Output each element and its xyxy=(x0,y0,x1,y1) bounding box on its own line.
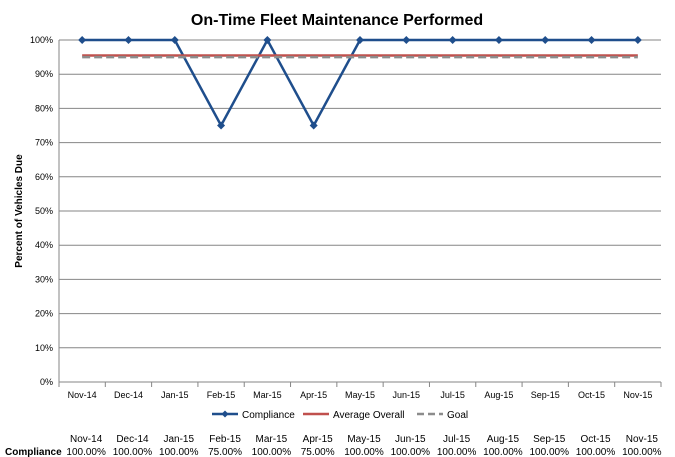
compliance-point xyxy=(448,36,457,44)
x-tick-label: Apr-15 xyxy=(300,390,327,400)
table-header-cell: Oct-15 xyxy=(581,434,611,445)
x-tick-label: Oct-15 xyxy=(578,390,605,400)
table-value-cell: 100.00% xyxy=(391,447,431,457)
table-header-cell: Apr-15 xyxy=(303,434,333,445)
x-tick-label: Mar-15 xyxy=(253,390,282,400)
compliance-point xyxy=(541,36,550,44)
x-tick-label: Jul-15 xyxy=(440,390,465,400)
table-value-cell: 100.00% xyxy=(159,447,199,457)
y-tick-label: 40% xyxy=(35,240,53,250)
compliance-point xyxy=(633,36,642,44)
chart-title: On-Time Fleet Maintenance Performed xyxy=(191,12,483,29)
x-tick-label: Jan-15 xyxy=(161,390,189,400)
table-value-cell: 100.00% xyxy=(529,447,569,457)
table-value-cell: 100.00% xyxy=(622,447,662,457)
y-tick-label: 20% xyxy=(35,309,53,319)
x-tick-label: May-15 xyxy=(345,390,375,400)
table-value-cell: 100.00% xyxy=(483,447,523,457)
table-value-cell: 75.00% xyxy=(208,447,242,457)
legend-label-compliance: Compliance xyxy=(242,410,295,421)
table-header-cell: Jan-15 xyxy=(163,434,194,445)
table-header-cell: Jul-15 xyxy=(443,434,471,445)
legend-label-average-overall: Average Overall xyxy=(333,410,405,421)
y-tick-label: 50% xyxy=(35,206,53,216)
legend-label-goal: Goal xyxy=(447,410,468,421)
x-tick-label: Jun-15 xyxy=(393,390,421,400)
compliance-point xyxy=(170,36,179,44)
compliance-point xyxy=(356,36,364,44)
y-tick-label: 100% xyxy=(30,35,53,45)
legend-marker-compliance xyxy=(221,410,229,418)
y-tick-label: 30% xyxy=(35,274,53,284)
x-tick-label: Feb-15 xyxy=(207,390,236,400)
compliance-point xyxy=(124,36,133,44)
y-axis-label: Percent of Vehicles Due xyxy=(14,154,25,268)
table-header-cell: May-15 xyxy=(347,434,381,445)
y-tick-label: 70% xyxy=(35,138,53,148)
y-tick-label: 60% xyxy=(35,172,53,182)
table-value-cell: 100.00% xyxy=(437,447,477,457)
y-tick-label: 90% xyxy=(35,69,53,79)
table-header-cell: Sep-15 xyxy=(533,434,566,445)
table-header-cell: Mar-15 xyxy=(256,434,288,445)
table-header-cell: Jun-15 xyxy=(395,434,426,445)
table-value-cell: 100.00% xyxy=(113,447,153,457)
x-tick-label: Sep-15 xyxy=(531,390,560,400)
data-table: Compliance Nov-14 Dec-14 Jan-15 Feb-15 Mar-15… xyxy=(5,434,662,457)
table-value-cell: 100.00% xyxy=(66,447,106,457)
plot-area: 0% 10% 20% 30% 40% 50% 60% 70% 80% 90% 100% Nov-14 D… xyxy=(30,35,662,400)
y-tick-label: 0% xyxy=(40,377,53,387)
y-tick-label: 10% xyxy=(35,343,53,353)
compliance-point xyxy=(587,36,596,44)
compliance-point xyxy=(494,36,503,44)
table-value-cell: 100.00% xyxy=(252,447,292,457)
compliance-series-line xyxy=(82,37,638,129)
compliance-point xyxy=(402,36,411,44)
table-row-label: Compliance xyxy=(5,447,62,457)
table-value-cell: 100.00% xyxy=(344,447,384,457)
table-value-cell: 100.00% xyxy=(576,447,616,457)
compliance-point xyxy=(263,36,272,44)
x-tick-label: Nov-15 xyxy=(623,390,652,400)
table-header-cell: Nov-15 xyxy=(626,434,659,445)
table-header-cell: Nov-14 xyxy=(70,434,103,445)
compliance-point xyxy=(309,121,318,130)
compliance-point xyxy=(78,36,87,44)
legend: Compliance Average Overall Goal xyxy=(212,410,468,421)
table-header-cell: Feb-15 xyxy=(209,434,241,445)
compliance-point xyxy=(217,121,226,130)
x-tick-label: Aug-15 xyxy=(484,390,513,400)
x-tick-label: Dec-14 xyxy=(114,390,143,400)
x-tick-label: Nov-14 xyxy=(68,390,97,400)
table-header-cell: Aug-15 xyxy=(487,434,520,445)
table-header-cell: Dec-14 xyxy=(116,434,149,445)
y-tick-label: 80% xyxy=(35,103,53,113)
table-value-cell: 75.00% xyxy=(301,447,335,457)
